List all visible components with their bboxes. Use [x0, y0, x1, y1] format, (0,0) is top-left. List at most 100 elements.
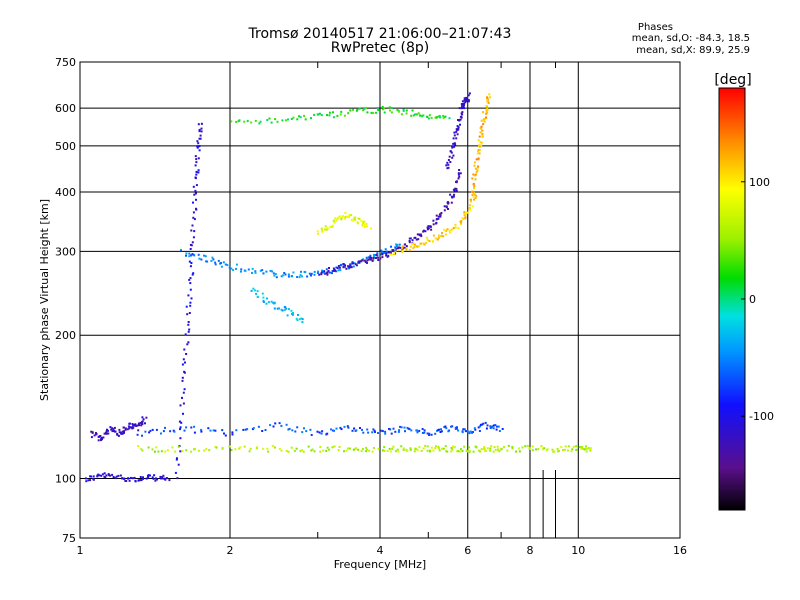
data-point [353, 427, 356, 430]
data-point [392, 445, 395, 448]
data-point [415, 238, 418, 241]
data-point [485, 116, 487, 119]
data-point [310, 274, 312, 277]
data-point [436, 429, 438, 432]
data-point [276, 120, 279, 123]
data-point [193, 448, 196, 451]
data-point [185, 254, 187, 257]
data-point [278, 307, 280, 310]
data-point [457, 450, 460, 453]
data-point [372, 428, 375, 431]
data-point [356, 221, 359, 224]
data-point [339, 113, 342, 116]
data-point [361, 224, 364, 227]
data-point [383, 111, 386, 114]
data-point [450, 151, 453, 154]
data-point [439, 116, 442, 119]
data-point [304, 118, 307, 121]
data-point [217, 259, 220, 262]
data-point [389, 253, 391, 256]
data-point [140, 422, 143, 425]
data-point [467, 99, 470, 102]
data-point [127, 477, 130, 480]
data-point [331, 272, 333, 275]
colorbar [718, 87, 746, 511]
data-point [419, 114, 422, 117]
data-point [343, 266, 346, 269]
data-point [182, 358, 185, 361]
data-point [342, 266, 345, 269]
data-point [284, 306, 287, 309]
data-point [92, 475, 95, 478]
data-point [469, 430, 472, 433]
data-point [414, 113, 417, 116]
data-point [258, 122, 261, 125]
data-point [187, 294, 190, 297]
data-point [446, 161, 449, 164]
data-point [447, 166, 450, 169]
data-point [333, 429, 336, 432]
data-point [89, 475, 92, 478]
data-point [587, 447, 590, 450]
data-point [114, 430, 117, 433]
y-tick-label: 100 [55, 473, 76, 486]
data-point [90, 436, 93, 439]
data-point [486, 107, 489, 110]
data-point [481, 129, 484, 132]
data-point [318, 273, 321, 276]
data-point [144, 430, 147, 433]
data-point [403, 426, 406, 429]
data-point [446, 450, 449, 453]
data-point [197, 449, 200, 452]
data-point [188, 278, 191, 281]
data-point [199, 137, 202, 140]
data-point [415, 113, 418, 116]
data-point [480, 141, 483, 144]
data-point [169, 430, 172, 433]
data-point [446, 228, 449, 231]
data-point [117, 474, 120, 477]
data-point [192, 236, 195, 239]
data-point [399, 246, 402, 249]
data-point [363, 108, 366, 110]
data-point [294, 430, 297, 433]
data-point [490, 426, 493, 429]
data-point [566, 449, 569, 452]
data-point [376, 252, 379, 255]
data-point [338, 266, 341, 269]
data-point [422, 114, 425, 117]
data-point [326, 227, 329, 230]
data-point [215, 446, 218, 449]
data-point [453, 131, 456, 134]
data-point [472, 450, 475, 453]
data-point [439, 215, 442, 218]
data-point [473, 185, 476, 187]
data-point [367, 431, 370, 434]
data-point [391, 447, 394, 450]
data-point [582, 448, 585, 450]
data-point [381, 253, 384, 256]
data-point [318, 112, 321, 115]
data-point [432, 449, 435, 452]
data-point [350, 266, 353, 269]
data-point [281, 309, 284, 312]
data-point [392, 427, 395, 430]
data-point [272, 272, 275, 275]
data-point [411, 243, 413, 246]
data-point [344, 215, 347, 218]
data-point [280, 308, 283, 311]
data-point [306, 275, 309, 278]
data-point [413, 243, 416, 246]
data-point [460, 222, 462, 225]
data-point [139, 479, 142, 482]
data-point [354, 263, 357, 266]
data-point [133, 476, 136, 479]
data-point [148, 431, 151, 434]
data-point [310, 449, 313, 452]
data-point [230, 449, 233, 451]
data-point [381, 430, 384, 433]
data-point [333, 268, 336, 271]
data-point [424, 444, 427, 447]
data-point [427, 225, 430, 228]
data-point [123, 477, 126, 480]
